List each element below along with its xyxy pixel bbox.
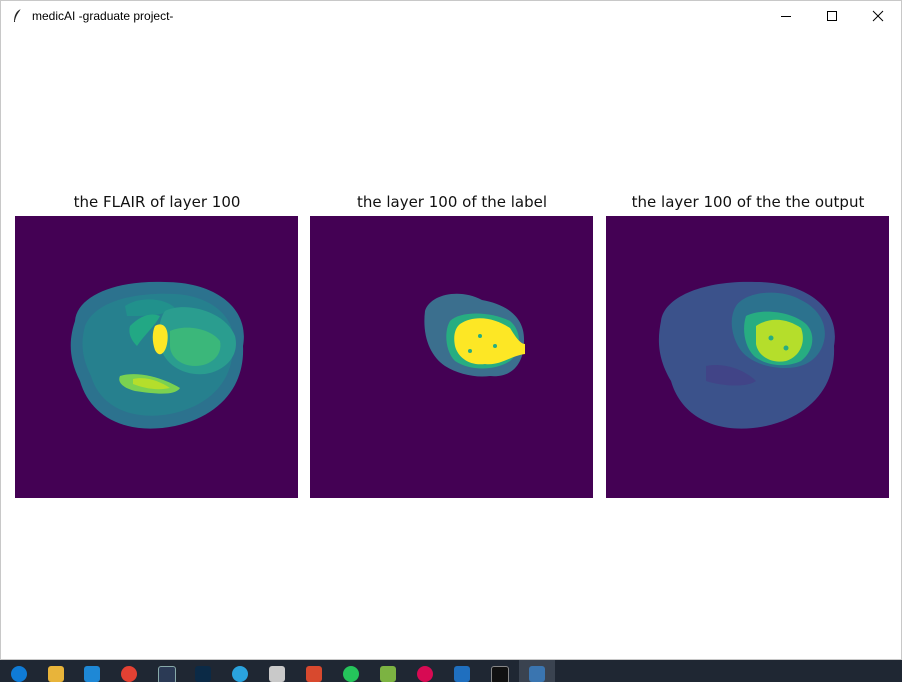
- close-icon: [872, 10, 884, 22]
- chrome-icon[interactable]: [121, 666, 137, 682]
- maximize-icon: [827, 11, 837, 21]
- label-panel-title: the layer 100 of the label: [356, 193, 548, 211]
- window-title: medicAI -graduate project-: [32, 9, 174, 23]
- photoshop-icon[interactable]: [195, 666, 211, 682]
- whatsapp-icon[interactable]: [343, 666, 359, 682]
- taskbar: [0, 660, 902, 682]
- vscode-icon[interactable]: [84, 666, 100, 682]
- file-explorer-icon[interactable]: [48, 666, 64, 682]
- debian-icon[interactable]: [417, 666, 433, 682]
- flair-panel: the FLAIR of layer 100: [15, 191, 299, 498]
- telegram-icon[interactable]: [232, 666, 248, 682]
- title-bar[interactable]: medicAI -graduate project-: [1, 1, 901, 31]
- maximize-button[interactable]: [809, 1, 855, 31]
- terminal-icon[interactable]: [491, 666, 509, 682]
- edge-icon[interactable]: [11, 666, 27, 682]
- minimize-icon: [781, 16, 791, 17]
- flair-panel-title: the FLAIR of layer 100: [73, 193, 241, 211]
- python-icon[interactable]: [529, 666, 545, 682]
- flair-image: [15, 216, 298, 498]
- app-icon[interactable]: [269, 666, 285, 682]
- app-l-icon[interactable]: [454, 666, 470, 682]
- app-window: medicAI -graduate project- the FLAIR of …: [0, 0, 902, 660]
- vs-icon[interactable]: [158, 666, 176, 682]
- label-panel: the layer 100 of the label: [310, 191, 594, 498]
- output-panel-title: the layer 100 of the the output: [631, 193, 865, 211]
- output-image: [606, 216, 889, 498]
- app-grid-icon[interactable]: [380, 666, 396, 682]
- feather-icon: [14, 8, 22, 22]
- output-panel: the layer 100 of the the output: [606, 191, 890, 498]
- app-p-icon[interactable]: [306, 666, 322, 682]
- close-button[interactable]: [855, 1, 901, 31]
- label-image: [310, 216, 593, 498]
- minimize-button[interactable]: [763, 1, 809, 31]
